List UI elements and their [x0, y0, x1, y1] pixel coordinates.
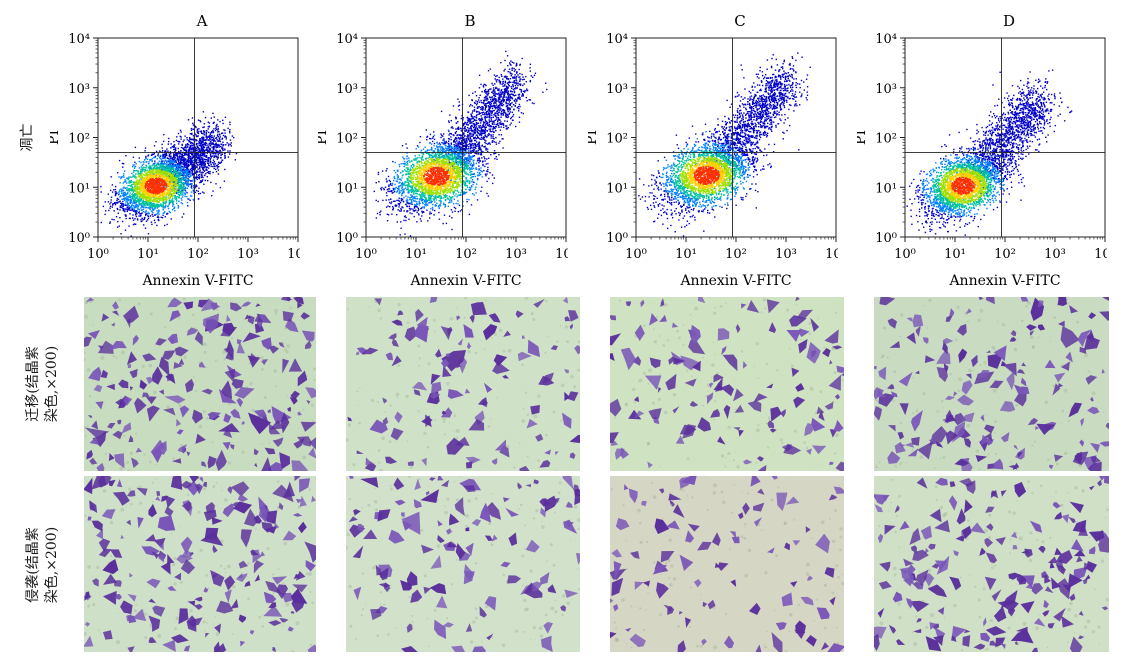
- y-tick-label: 10¹: [606, 181, 628, 196]
- x-tick-label: 10³: [775, 247, 797, 262]
- invasion-image-d: [874, 476, 1109, 652]
- invasion-image-a: [84, 476, 316, 652]
- chart-title: B: [464, 12, 475, 30]
- invasion-image-c: [610, 476, 844, 652]
- y-tick-label: 10⁰: [606, 231, 628, 246]
- y-tick-label: 10³: [875, 82, 897, 97]
- row-label-migration-line2: 染色,×200): [44, 345, 60, 423]
- y-tick-label: 10⁰: [68, 231, 90, 246]
- x-tick-label: 10⁴: [287, 247, 300, 262]
- x-axis-label: Annexin V-FITC: [141, 273, 253, 289]
- x-tick-label: 10³: [1044, 247, 1066, 262]
- y-tick-label: 10¹: [875, 181, 897, 196]
- x-tick-label: 10¹: [137, 247, 159, 262]
- x-tick-label: 10²: [994, 247, 1016, 262]
- y-tick-label: 10⁰: [336, 231, 358, 246]
- row-label-apoptosis: 凋亡: [19, 123, 36, 152]
- y-tick-label: 10²: [68, 132, 90, 147]
- x-tick-label: 10³: [237, 247, 259, 262]
- plot-frame: [365, 37, 567, 238]
- y-tick-label: 10⁴: [875, 32, 897, 47]
- row-label-invasion: 侵袭(结晶紫 染色,×200): [24, 485, 64, 645]
- migration-image-a: [84, 297, 316, 471]
- x-tick-label: 10⁴: [825, 247, 838, 262]
- migration-image-c: [610, 297, 844, 471]
- scatter-points: [100, 111, 238, 237]
- y-tick-label: 10¹: [68, 181, 90, 196]
- x-axis-label: Annexin V-FITC: [679, 273, 791, 289]
- x-tick-label: 10²: [725, 247, 747, 262]
- y-axis-label: PI: [318, 130, 330, 145]
- row-label-invasion-line2: 染色,×200): [44, 526, 60, 604]
- y-tick-label: 10³: [68, 82, 90, 97]
- scatter-points: [906, 69, 1073, 236]
- y-tick-label: 10⁴: [336, 32, 358, 47]
- x-tick-label: 10²: [187, 247, 209, 262]
- scatter-points: [373, 50, 548, 237]
- x-tick-label: 10⁰: [87, 247, 109, 262]
- row-label-migration-line1: 迁移(结晶紫: [25, 346, 41, 422]
- x-tick-label: 10¹: [675, 247, 697, 262]
- y-tick-label: 10²: [875, 132, 897, 147]
- x-tick-label: 10⁴: [555, 247, 568, 262]
- y-axis-label: PI: [857, 130, 869, 145]
- x-axis-label: Annexin V-FITC: [409, 273, 521, 289]
- x-tick-label: 10¹: [944, 247, 966, 262]
- y-axis-label: PI: [588, 130, 600, 145]
- invasion-image-b: [346, 476, 580, 652]
- x-tick-label: 10¹: [405, 247, 427, 262]
- y-tick-label: 10³: [336, 82, 358, 97]
- migration-image-b: [346, 297, 580, 471]
- row-label-invasion-line1: 侵袭(结晶紫: [25, 527, 41, 603]
- y-tick-label: 10⁴: [68, 32, 90, 47]
- y-axis-label: PI: [50, 130, 62, 145]
- y-tick-label: 10⁰: [875, 231, 897, 246]
- x-tick-label: 10⁰: [894, 247, 916, 262]
- x-tick-label: 10⁰: [625, 247, 647, 262]
- x-tick-label: 10⁰: [355, 247, 377, 262]
- y-tick-label: 10¹: [336, 181, 358, 196]
- scatter-points: [638, 52, 811, 237]
- x-tick-label: 10²: [455, 247, 477, 262]
- x-axis-label: Annexin V-FITC: [948, 273, 1060, 289]
- x-tick-label: 10⁴: [1094, 247, 1107, 262]
- row-label-migration: 迁移(结晶紫 染色,×200): [24, 304, 64, 464]
- chart-title: C: [734, 12, 745, 30]
- y-tick-label: 10⁴: [606, 32, 628, 47]
- chart-title: D: [1003, 12, 1015, 30]
- chart-title: A: [196, 12, 208, 30]
- y-tick-label: 10²: [606, 132, 628, 147]
- y-tick-label: 10²: [336, 132, 358, 147]
- migration-image-d: [874, 297, 1109, 471]
- x-tick-label: 10³: [505, 247, 527, 262]
- y-tick-label: 10³: [606, 82, 628, 97]
